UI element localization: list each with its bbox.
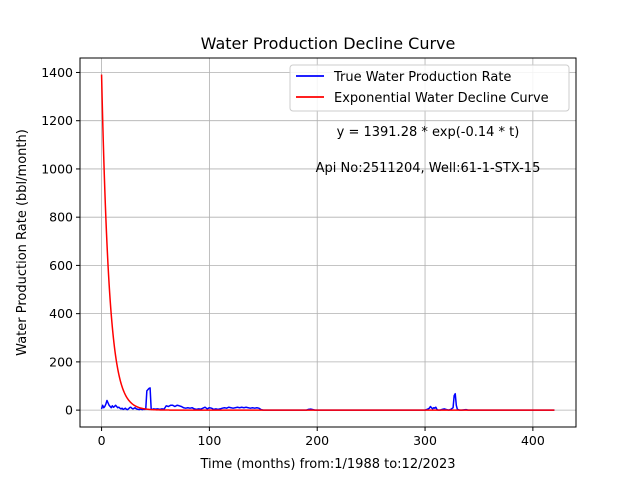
x-tick-label: 400 — [521, 433, 545, 448]
legend-label-true-rate: True Water Production Rate — [333, 70, 511, 85]
y-tick-label: 1200 — [41, 113, 73, 128]
series-line-exponential-curve — [100, 74, 555, 411]
series-layer — [100, 74, 555, 411]
equation-annotation: y = 1391.28 * exp(-0.14 * t) — [337, 125, 520, 140]
plot-area — [80, 58, 576, 427]
chart-title: Water Production Decline Curve — [201, 34, 456, 53]
plot-frame — [79, 57, 577, 428]
grid-lines — [80, 58, 576, 427]
x-tick-label: 100 — [197, 433, 221, 448]
y-tick-label: 600 — [49, 258, 73, 273]
x-tick-label: 300 — [413, 433, 437, 448]
legend-box — [289, 64, 570, 112]
legend-label-exponential-curve: Exponential Water Decline Curve — [334, 91, 549, 106]
y-tick-label: 400 — [49, 306, 73, 321]
x-tick-label: 0 — [98, 433, 106, 448]
y-tick-label: 1000 — [41, 161, 73, 176]
y-tick-label: 800 — [49, 210, 73, 225]
y-axis-label: Water Production Rate (bbl/month) — [15, 129, 30, 356]
y-tick-label: 0 — [65, 403, 73, 418]
y-tick-label: 1400 — [41, 65, 73, 80]
ticks: 0 100 200 300 400 0 200 400 600 800 1000 1200 1400 — [41, 65, 545, 448]
well-annotation: Api No:2511204, Well:61-1-STX-15 — [316, 161, 541, 176]
legend: True Water Production Rate Exponential W… — [289, 64, 570, 112]
x-tick-label: 200 — [305, 433, 329, 448]
series-line-true-rate — [100, 387, 555, 411]
y-tick-label: 200 — [49, 354, 73, 369]
x-axis-label: Time (months) from:1/1988 to:12/2023 — [199, 457, 455, 472]
